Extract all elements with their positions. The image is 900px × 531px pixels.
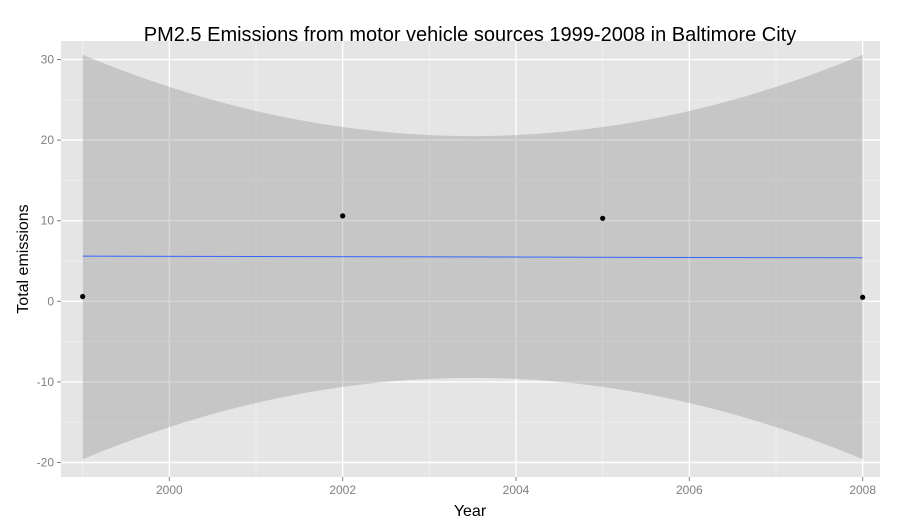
x-axis-ticks: 2000 2002 2004 2006 2008: [156, 477, 876, 497]
plot-panel: [61, 41, 880, 477]
data-point: [340, 213, 346, 219]
y-tick-label: -20: [37, 455, 55, 469]
data-point: [860, 294, 866, 300]
x-axis-title: Year: [454, 503, 487, 520]
y-tick-label: 0: [47, 294, 54, 308]
chart-title: PM2.5 Emissions from motor vehicle sourc…: [144, 24, 796, 46]
x-tick-label: 2008: [849, 483, 876, 497]
y-tick-label: 10: [41, 214, 55, 228]
regression-line: [82, 255, 863, 259]
y-axis-ticks: -20 -10 0 10 20 30: [37, 53, 61, 469]
x-tick-label: 2000: [156, 483, 183, 497]
data-point: [600, 215, 606, 221]
x-tick-label: 2006: [676, 483, 703, 497]
y-tick-label: -10: [37, 375, 55, 389]
minor-gridlines: [61, 41, 880, 477]
major-gridlines: [61, 41, 880, 477]
fit-line-layer: [82, 255, 863, 259]
data-point-layer: [80, 213, 866, 300]
x-tick-label: 2002: [329, 483, 356, 497]
y-tick-label: 20: [41, 133, 55, 147]
y-tick-label: 30: [41, 53, 55, 67]
x-tick-label: 2004: [503, 483, 530, 497]
data-point: [80, 293, 86, 300]
y-axis-title: Total emissions: [15, 204, 32, 313]
